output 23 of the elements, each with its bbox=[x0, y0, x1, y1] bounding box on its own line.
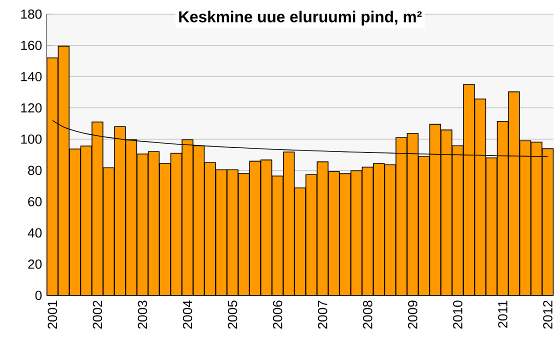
chart-title: Keskmine uue eluruumi pind, m² bbox=[179, 11, 422, 26]
x-tick-label: 2011 bbox=[498, 300, 508, 328]
x-tick-label: 2003 bbox=[138, 300, 148, 329]
x-tick-label: 2001 bbox=[48, 300, 58, 329]
y-tick-label: 180 bbox=[21, 10, 42, 20]
x-tick-label: 2012 bbox=[543, 300, 552, 329]
y-tick-label: 20 bbox=[28, 260, 42, 270]
x-tick-label: 2005 bbox=[228, 300, 238, 329]
y-tick-label: 140 bbox=[21, 72, 42, 82]
x-tick-label: 2007 bbox=[318, 300, 328, 329]
y-tick-label: 160 bbox=[21, 40, 42, 50]
x-tick-label: 2004 bbox=[182, 300, 192, 329]
y-tick-label: 120 bbox=[21, 103, 42, 113]
x-tick-label: 2002 bbox=[92, 300, 102, 329]
x-tick-label: 2006 bbox=[272, 300, 282, 329]
y-tick-label: 100 bbox=[21, 134, 42, 144]
y-tick-label: 0 bbox=[35, 290, 42, 300]
y-tick-label: 80 bbox=[28, 166, 42, 176]
y-tick-label: 60 bbox=[28, 197, 42, 207]
x-tick-label: 2010 bbox=[453, 300, 462, 329]
y-tick-label: 40 bbox=[28, 228, 42, 238]
x-tick-label: 2008 bbox=[362, 300, 372, 329]
x-tick-label: 2009 bbox=[408, 300, 418, 329]
